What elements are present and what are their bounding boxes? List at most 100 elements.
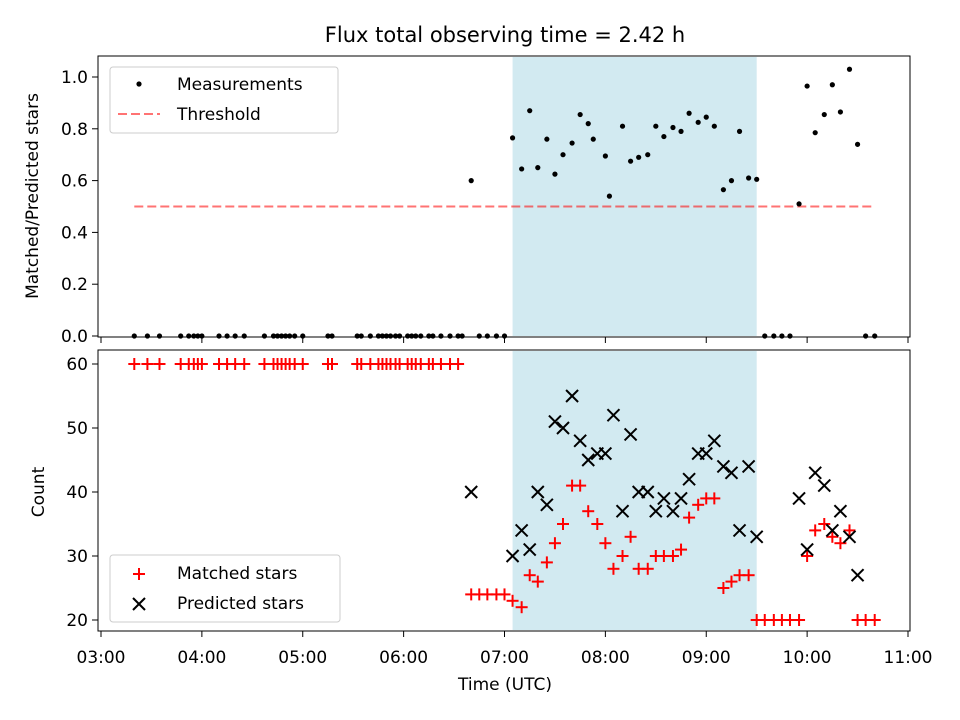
measurement-point	[131, 333, 137, 339]
measurement-point	[837, 109, 844, 115]
measurement-point	[396, 333, 403, 339]
bottom-ylabel: Count	[29, 466, 49, 517]
matched-star-point	[683, 511, 696, 524]
measurement-point	[519, 166, 525, 172]
measurement-point	[468, 178, 474, 184]
bottom-xlabel: Time (UTC)	[457, 675, 552, 695]
matched-star-point	[793, 614, 806, 626]
measurement-point	[804, 83, 810, 89]
measurement-point	[720, 187, 726, 193]
measurement-point	[438, 333, 444, 339]
measurement-point	[771, 333, 777, 339]
measurement-point	[636, 154, 642, 160]
matched-star-point	[666, 550, 679, 562]
measurement-point	[695, 119, 701, 125]
measurement-point	[590, 136, 596, 142]
measurement-point	[484, 333, 490, 339]
matched-star-point	[515, 601, 528, 614]
measurement-point	[430, 333, 436, 339]
measurement-point	[144, 333, 151, 339]
predicted-star-point	[514, 523, 529, 538]
bottom-x-tick-label: 11:00	[884, 648, 933, 668]
measurement-point	[872, 333, 878, 339]
bottom-x-tick-label: 03:00	[77, 648, 126, 668]
measurement-point	[678, 128, 684, 134]
predicted-star-point	[674, 491, 688, 506]
measurement-point	[863, 333, 869, 339]
predicted-star-point	[707, 434, 722, 448]
predicted-star-point	[523, 542, 537, 557]
matched-star-point	[818, 518, 831, 530]
matched-star-point	[195, 358, 208, 370]
predicted-star-point	[540, 498, 554, 512]
predicted-star-point	[581, 453, 595, 467]
matched-star-point	[717, 582, 730, 594]
measurement-point	[854, 141, 861, 147]
bottom-x-tick-label: 05:00	[278, 648, 327, 668]
predicted-star-point	[556, 421, 570, 435]
figure-title: Flux total observing time = 2.42 h	[325, 23, 685, 47]
predicted-star-point	[716, 459, 731, 474]
top-y-tick-label: 1.0	[61, 68, 88, 88]
measurement-point	[459, 333, 465, 339]
top-legend-box	[109, 66, 339, 134]
measurement-point	[241, 333, 247, 339]
measurement-point	[387, 333, 394, 339]
bottom-x-tick-label: 08:00	[581, 648, 630, 668]
legend-measurements-label: Measurements	[177, 75, 303, 95]
legend-predicted-marker	[132, 597, 146, 611]
predicted-star-point	[598, 446, 613, 461]
measurement-point	[619, 123, 626, 129]
legend-measurements-marker	[136, 81, 142, 87]
matched-star-point	[708, 492, 721, 505]
predicted-star-point	[548, 414, 562, 429]
matched-star-point	[238, 358, 251, 370]
bottom-y-tick-label: 60	[66, 355, 88, 375]
predicted-star-point	[825, 523, 840, 538]
matched-star-point	[523, 569, 536, 582]
measurement-point	[812, 130, 818, 136]
measurement-point	[569, 140, 575, 146]
matched-star-point	[591, 518, 604, 530]
measurement-point	[602, 153, 608, 159]
measurement-point	[711, 123, 717, 129]
predicted-star-point	[699, 446, 713, 461]
predicted-star-point	[833, 504, 848, 518]
matched-star-point	[557, 518, 570, 530]
measurement-point	[703, 114, 709, 120]
matched-star-point	[128, 358, 141, 370]
measurement-point	[216, 333, 222, 339]
predicted-star-point	[808, 466, 822, 480]
predicted-star-points	[464, 389, 865, 582]
measurement-point	[796, 201, 802, 207]
matched-star-points	[128, 358, 881, 626]
matched-star-point	[801, 550, 814, 562]
bottom-x-tick-label: 07:00	[480, 648, 529, 668]
measurement-point	[447, 333, 453, 339]
measurement-point	[645, 152, 651, 158]
legend-matched-marker	[133, 568, 145, 580]
measurement-point	[627, 158, 634, 164]
bottom-x-ticks: 03:00 04:00 05:00 06:00 07:00 08:00 09:00 10:00…	[77, 631, 933, 668]
measurement-point	[779, 333, 785, 339]
measurement-point	[186, 333, 192, 339]
top-y-tick-label: 0.0	[61, 327, 88, 347]
measurement-point	[686, 110, 692, 116]
measurement-point	[560, 152, 566, 158]
bottom-legend: Matched stars Predicted stars	[109, 554, 341, 623]
predicted-star-point	[732, 523, 747, 538]
matched-star-point	[868, 614, 881, 626]
bottom-panel: 20 30 40 50 60 03:00 04:00 05:00 06:00 07:00 08:0…	[29, 349, 933, 695]
measurement-point	[493, 333, 500, 339]
measurement-point	[476, 333, 482, 339]
measurement-point	[418, 333, 424, 339]
top-y-tick-label: 0.2	[61, 275, 88, 295]
bottom-x-tick-label: 10:00	[783, 648, 832, 668]
matched-star-point	[826, 530, 839, 543]
measurement-point	[544, 136, 550, 142]
matched-star-point	[296, 358, 309, 370]
legend-predicted-label: Predicted stars	[177, 594, 304, 614]
measurement-point	[787, 333, 793, 339]
matched-star-point	[582, 505, 595, 518]
matched-star-point	[607, 562, 620, 575]
